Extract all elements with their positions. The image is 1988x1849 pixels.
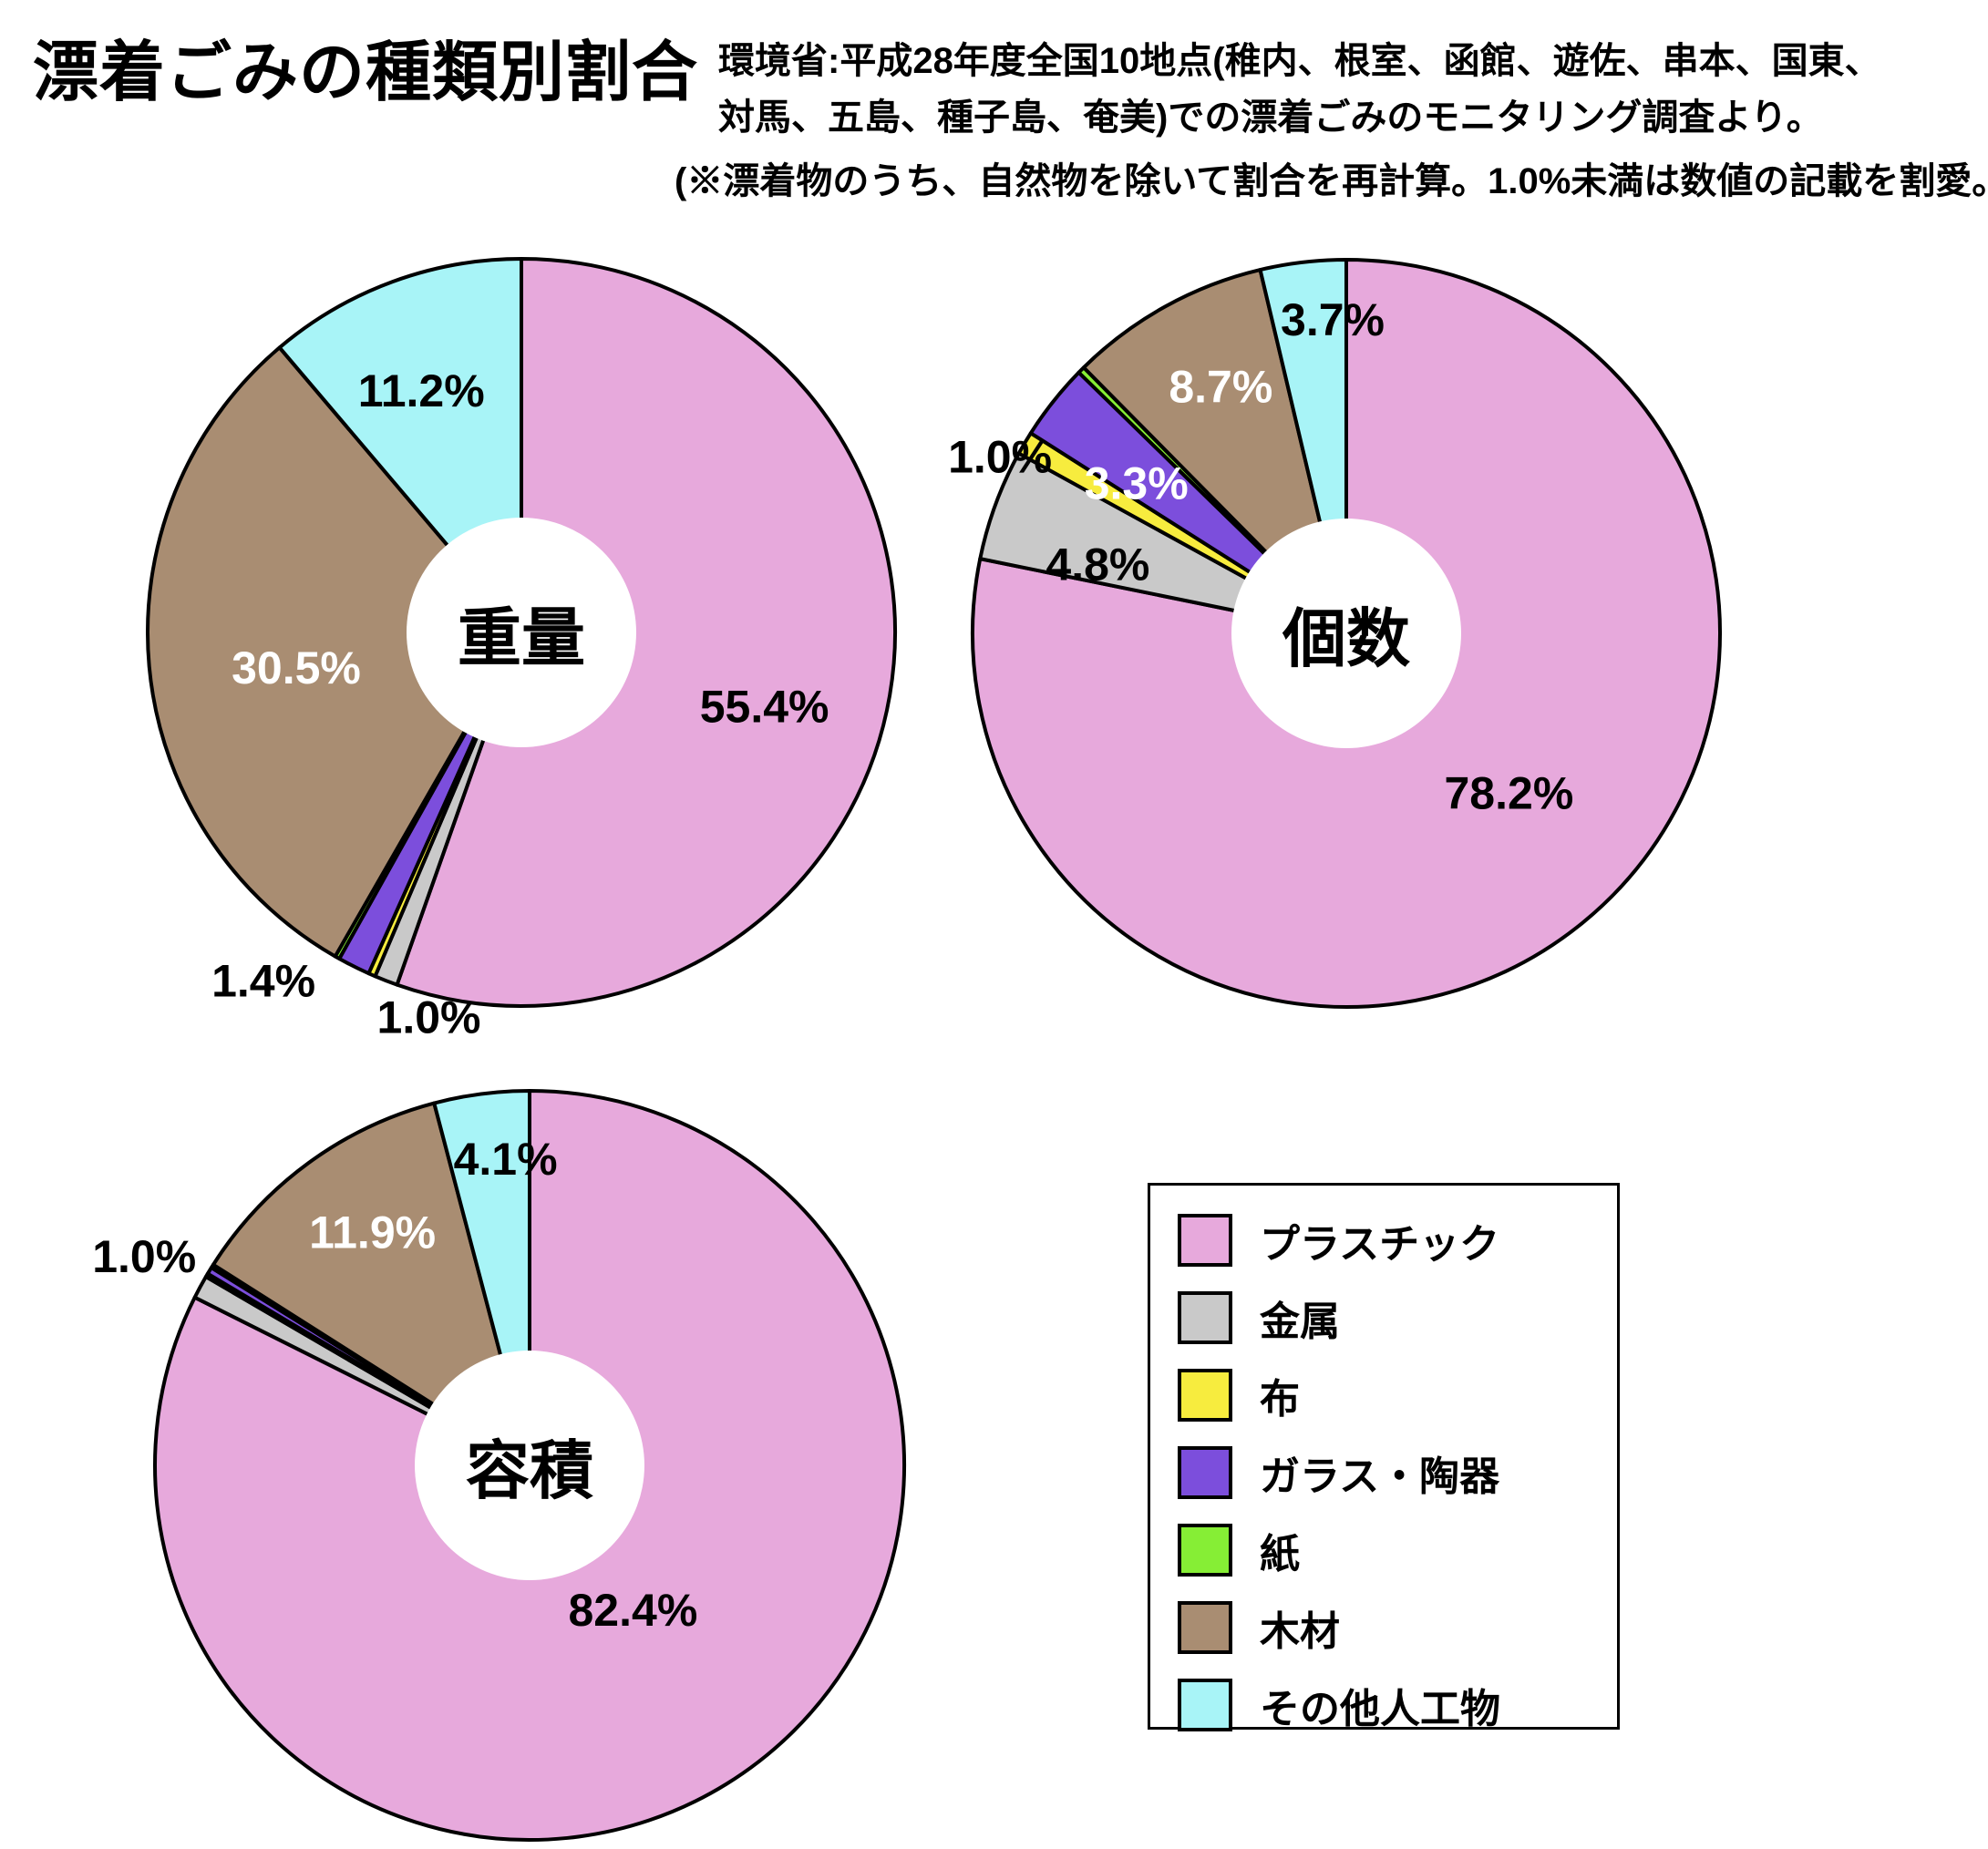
- pie-center-label: 重量: [458, 602, 585, 673]
- legend-swatch-cloth: [1178, 1369, 1232, 1422]
- legend-item-metal: 金属: [1178, 1289, 1617, 1347]
- recalc-note: (※漂着物のうち、自然物を除いて割合を再計算。1.0%未満は数値の記載を割愛。): [675, 161, 1988, 201]
- slice-label-plastic: 55.4%: [700, 682, 829, 733]
- pie-count: 個数 78.2% 4.8% 1.0% 3.3% 8.7%3.7%: [948, 258, 1722, 1009]
- slice-label-plastic: 78.2%: [1445, 767, 1574, 818]
- pie-center-label: 容積: [466, 1435, 593, 1506]
- legend-swatch-other-artificial: [1178, 1679, 1232, 1731]
- legend-swatch-glass-ceramic: [1178, 1446, 1232, 1499]
- slice-label-other-artificial: 4.1%: [454, 1134, 558, 1185]
- legend-item-wood: 木材: [1178, 1598, 1617, 1657]
- pie-volume: 容積 82.4% 1.0% 11.9% 4.1%: [92, 1089, 906, 1842]
- slice-label-wood: 11.9%: [309, 1207, 436, 1258]
- pie-weight: 重量 55.4% 1.0% 1.4% 30.5% 11.2%: [146, 257, 897, 1043]
- slice-label-metal: 1.0%: [92, 1231, 196, 1282]
- page-title: 漂着ごみの種類別割合: [33, 36, 699, 109]
- slice-label-other-artificial: 3.7%: [1281, 294, 1385, 345]
- legend-label: 金属: [1260, 1299, 1340, 1344]
- legend-label: ガラス・陶器: [1260, 1454, 1500, 1499]
- legend-label: 布: [1260, 1377, 1300, 1422]
- slice-label-cloth: 1.0%: [948, 431, 1052, 482]
- legend-label: 紙: [1260, 1532, 1300, 1577]
- slice-label-wood: 8.7%: [1169, 362, 1272, 413]
- pie-slice-wood: [211, 1101, 531, 1467]
- donut-hole: [415, 1351, 644, 1580]
- legend-item-paper: 紙: [1178, 1521, 1617, 1579]
- legend-item-glass-ceramic: ガラス・陶器: [1178, 1443, 1617, 1502]
- legend-swatch-metal: [1178, 1291, 1232, 1344]
- legend-label: その他人工物: [1260, 1687, 1500, 1731]
- legend-item-other-artificial: その他人工物: [1178, 1676, 1617, 1734]
- slice-label-plastic: 82.4%: [569, 1585, 698, 1636]
- legend-item-cloth: 布: [1178, 1366, 1617, 1424]
- pie-slice-wood: [146, 345, 523, 959]
- pie-slice-plastic: [971, 258, 1722, 1009]
- pie-center-label: 個数: [1282, 603, 1410, 674]
- legend: プラスチック 金属布ガラス・陶器紙木材その他人工物: [1148, 1183, 1620, 1731]
- legend-label: 木材: [1260, 1609, 1340, 1654]
- slice-label-metal: 4.8%: [1046, 539, 1149, 590]
- slice-label-glass-ceramic: 1.4%: [211, 955, 315, 1006]
- source-note: 環境省:平成28年度全国10地点(稚内、根室、函館、遊佐、串本、国東、 対馬、五…: [718, 33, 1881, 146]
- donut-hole: [1231, 519, 1461, 748]
- donut-hole: [407, 518, 636, 747]
- slice-label-wood: 30.5%: [232, 642, 361, 693]
- legend-swatch-paper: [1178, 1524, 1232, 1577]
- slice-label-glass-ceramic: 3.3%: [1085, 458, 1189, 509]
- legend-swatch-wood: [1178, 1601, 1232, 1654]
- slice-label-other-artificial: 11.2%: [358, 365, 485, 416]
- slice-label-metal: 1.0%: [377, 992, 481, 1043]
- legend-label: プラスチック: [1260, 1222, 1500, 1267]
- source-note-line1: 環境省:平成28年度全国10地点(稚内、根室、函館、遊佐、串本、国東、: [718, 41, 1881, 81]
- source-note-line2: 対馬、五島、種子島、奄美)での漂着ごみのモニタリング調査より。: [718, 98, 1823, 138]
- legend-swatch-plastic: [1178, 1214, 1232, 1267]
- legend-item-plastic: プラスチック: [1178, 1211, 1617, 1269]
